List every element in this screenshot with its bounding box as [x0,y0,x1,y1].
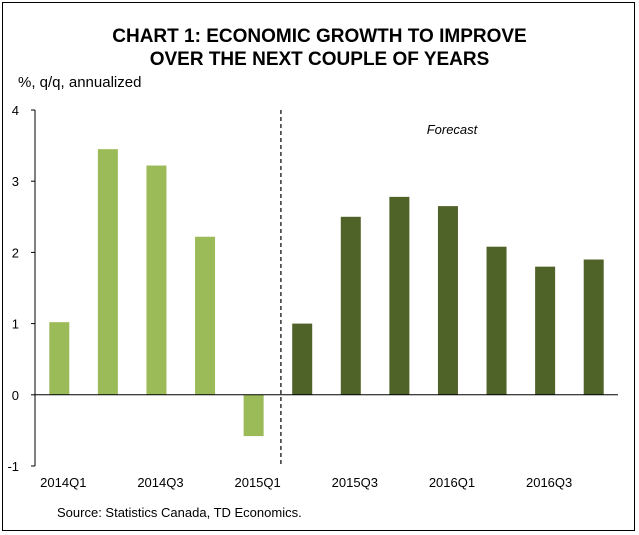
y-tick-label: 0 [12,388,19,403]
source-note: Source: Statistics Canada, TD Economics. [57,505,302,520]
y-tick-label: -1 [7,459,19,474]
x-tick-label: 2016Q1 [429,475,475,490]
y-tick-label: 2 [12,245,19,260]
bar-chart: -1 0 1 2 3 4 2014Q1 2014Q3 2015Q1 2015Q3 2016Q1 201… [7,103,618,490]
y-tick-label: 4 [12,103,19,118]
bar-2016Q4 [583,259,604,395]
bar-2014Q2 [97,149,118,395]
y-tick-label: 1 [12,317,19,332]
chart-title-line-1: CHART 1: ECONOMIC GROWTH TO IMPROVE [112,26,527,47]
bar-2015Q2 [292,323,313,395]
bar-2014Q1 [49,322,70,395]
chart-title-line-2: OVER THE NEXT COUPLE OF YEARS [149,49,490,70]
x-tick-label: 2015Q3 [332,475,378,490]
forecast-annotation: Forecast [427,122,479,137]
bar-2015Q1 [243,394,264,437]
bar-2014Q4 [195,236,216,395]
chart-title: CHART 1: ECONOMIC GROWTH TO IMPROVE OVER… [0,25,639,71]
x-tick-label: 2015Q1 [234,475,280,490]
y-tick-label: 3 [12,174,19,189]
x-tick-label: 2016Q3 [526,475,572,490]
x-tick-label: 2014Q3 [137,475,183,490]
bar-2016Q1 [437,206,458,395]
bar-2015Q4 [389,196,410,395]
x-tick-label: 2014Q1 [40,475,86,490]
bar-2014Q3 [146,165,167,395]
bar-2015Q3 [340,216,361,395]
y-axis-label: %, q/q, annualized [18,74,142,91]
bar-2016Q3 [535,266,556,395]
bar-2016Q2 [486,246,507,395]
